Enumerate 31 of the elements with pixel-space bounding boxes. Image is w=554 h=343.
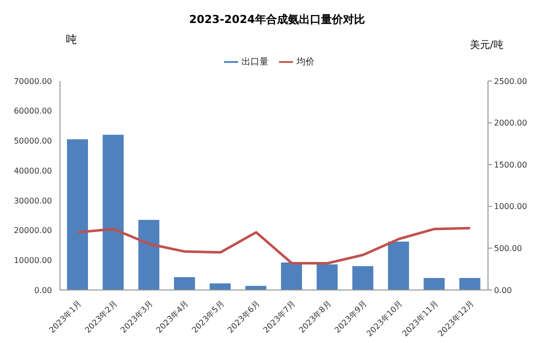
line-series — [76, 226, 472, 264]
y-tick-label: 50000.00 — [14, 136, 52, 146]
bar — [281, 262, 302, 290]
y-tick-label: 40000.00 — [14, 166, 52, 176]
y2-tick-label: 0.00 — [494, 286, 512, 295]
bar — [316, 264, 338, 290]
legend-label: 均价 — [296, 57, 314, 68]
bar — [388, 242, 409, 290]
y2-tick-label: 1000.00 — [494, 202, 528, 212]
bar — [352, 266, 374, 290]
bar — [102, 134, 124, 290]
bar — [210, 283, 231, 290]
chart-title: 2023-2024年合成氨出口量价对比 — [188, 12, 366, 27]
y-tick-label: 10000.00 — [14, 256, 52, 265]
y-axis-title: 吨 — [66, 32, 77, 47]
y-tick-label: 60000.00 — [14, 106, 52, 116]
bar — [67, 139, 88, 290]
bar — [138, 220, 160, 290]
y-tick-label: 20000.00 — [14, 226, 52, 236]
y-tick-label: 0.00 — [34, 286, 52, 295]
y2-axis-title: 美元/吨 — [470, 38, 504, 52]
y-tick-label: 70000.00 — [14, 76, 52, 86]
y2-tick-label: 1500.00 — [494, 160, 528, 170]
legend-label: 出口量 — [242, 57, 268, 68]
y2-tick-label: 2000.00 — [494, 118, 528, 128]
y-tick-label: 30000.00 — [14, 196, 52, 206]
bar — [459, 278, 480, 290]
y2-tick-label: 500.00 — [494, 244, 522, 254]
y2-tick-label: 2500.00 — [494, 76, 528, 86]
bar — [174, 277, 195, 290]
bar — [424, 278, 445, 290]
